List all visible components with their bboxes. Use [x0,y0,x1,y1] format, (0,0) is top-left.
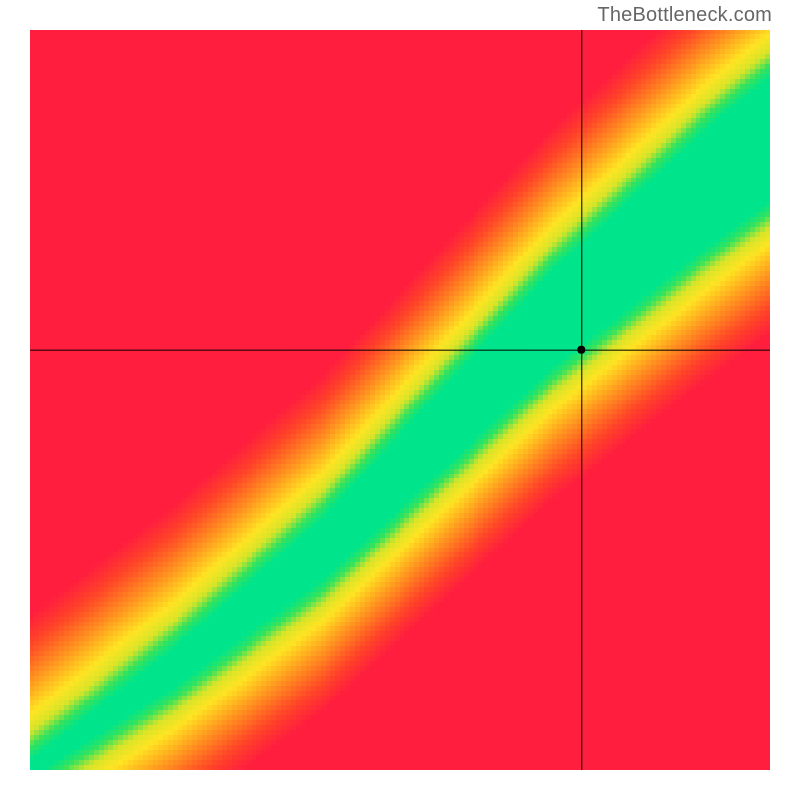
watermark-text: TheBottleneck.com [597,4,772,27]
chart-container: TheBottleneck.com [0,0,800,800]
heatmap-plot [30,30,770,770]
heatmap-canvas [30,30,770,770]
